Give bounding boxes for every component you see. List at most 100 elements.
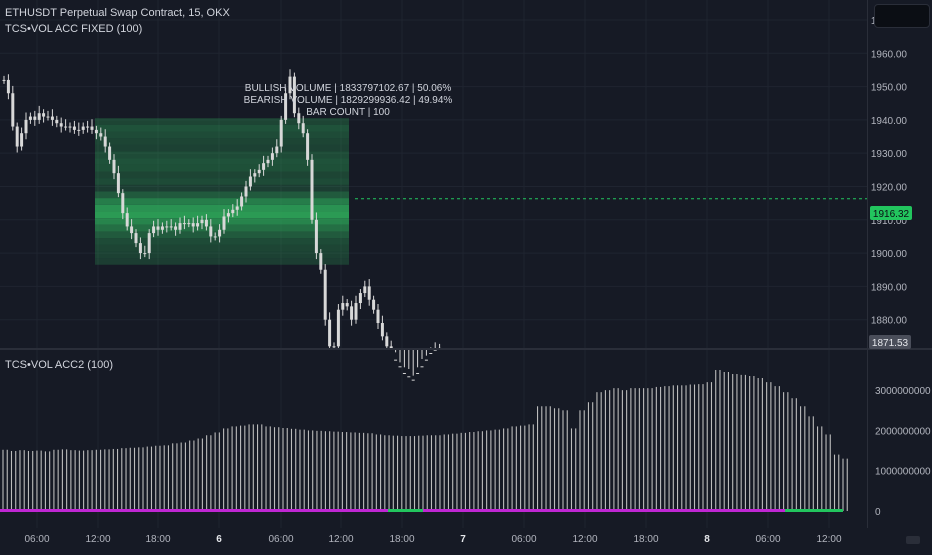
- candle-body: [231, 209, 235, 214]
- candle-body: [138, 243, 142, 254]
- candle-body: [332, 346, 336, 348]
- profile-level: [95, 171, 349, 179]
- candle-body: [270, 153, 274, 160]
- candle-body: [297, 113, 301, 124]
- price-tick-label: 1880.00: [871, 316, 908, 327]
- profile-level: [95, 151, 349, 159]
- candle-body: [116, 173, 120, 194]
- candle-body: [11, 93, 15, 127]
- bull-bear-line: [0, 509, 843, 512]
- candle-body: [226, 213, 230, 217]
- candle-body: [2, 79, 6, 81]
- candle-body: [59, 123, 63, 127]
- bull-segment: [785, 509, 843, 512]
- candle-body: [310, 159, 314, 220]
- price-tick-label: 1960.00: [871, 49, 908, 60]
- candle-body: [134, 233, 138, 244]
- candle-body: [257, 169, 261, 174]
- candles: [2, 69, 442, 381]
- time-axis: 06:00 12:00 18:00 6 06:00 12:00 18:00 7 06:00 12:…: [0, 528, 932, 550]
- price-tick-label: 1910.00: [871, 216, 908, 227]
- candle-body: [416, 372, 420, 374]
- profile-level: [95, 204, 349, 212]
- candle-body: [37, 113, 41, 120]
- candle-body: [328, 319, 332, 347]
- volume-profile-zone: [95, 118, 349, 265]
- indicator-1-legend[interactable]: TCS•VOL ACC FIXED (100): [5, 23, 143, 35]
- candle-body: [6, 79, 10, 94]
- time-tick-label: 18:00: [145, 534, 170, 545]
- time-tick-label: 6: [216, 534, 222, 545]
- candle-body: [218, 229, 222, 237]
- profile-level: [95, 224, 349, 232]
- profile-level: [95, 218, 349, 225]
- candle-body: [376, 309, 380, 324]
- price-tick-label: 1900.00: [871, 249, 908, 260]
- profile-level: [95, 244, 349, 252]
- candle-body: [121, 193, 125, 214]
- current-price-label: 1916.32: [870, 206, 912, 220]
- candle-body: [156, 226, 160, 230]
- profile-level: [95, 144, 349, 152]
- volume-annotation: BULLISH VOLUME | 1833797102.67 | 50.06% …: [244, 83, 453, 118]
- volume-tick-label: 3000000000: [875, 386, 931, 397]
- profile-level: [95, 238, 349, 245]
- time-tick-label: 12:00: [816, 534, 841, 545]
- candle-body: [284, 93, 288, 120]
- candle-body: [398, 366, 402, 368]
- candle-body: [394, 359, 398, 361]
- bullish-volume-text: BULLISH VOLUME | 1833797102.67 | 50.06%: [245, 83, 452, 94]
- time-axis-bg[interactable]: [0, 528, 932, 550]
- candle-body: [350, 306, 354, 320]
- time-tick-label: 12:00: [328, 534, 353, 545]
- profile-level: [95, 124, 349, 132]
- candle-body: [165, 226, 169, 228]
- bearish-volume-text: BEARISH VOLUME | 1829299936.42 | 49.94%: [244, 95, 453, 106]
- candle-body: [125, 213, 129, 227]
- profile-level: [95, 211, 349, 219]
- pane-divider[interactable]: [0, 348, 932, 350]
- time-tick-label: 12:00: [572, 534, 597, 545]
- bull-segment: [388, 509, 423, 512]
- candle-body: [99, 133, 103, 137]
- candle-body: [178, 223, 182, 230]
- time-tick-label: 06:00: [268, 534, 293, 545]
- settings-icon[interactable]: [906, 536, 920, 544]
- candle-body: [306, 133, 310, 160]
- candle-body: [279, 119, 283, 147]
- volume-tick-label: 1000000000: [875, 467, 931, 478]
- profile-level: [95, 158, 349, 165]
- price-tick-label: 1940.00: [871, 116, 908, 127]
- candle-body: [244, 186, 248, 197]
- volume-bars: [2, 370, 848, 511]
- candle-body: [213, 236, 217, 238]
- candle-body: [28, 116, 32, 120]
- candle-body: [169, 226, 173, 228]
- candle-body: [77, 129, 81, 131]
- candle-body: [196, 223, 200, 227]
- candle-body: [407, 376, 411, 378]
- top-right-box[interactable]: [874, 4, 930, 28]
- candle-body: [380, 323, 384, 337]
- indicator-2-legend[interactable]: TCS•VOL ACC2 (100): [5, 359, 113, 371]
- price-tick-label: 1950.00: [871, 83, 908, 94]
- candle-body: [90, 126, 94, 130]
- symbol-title[interactable]: ETHUSDT Perpetual Swap Contract, 15, OKX: [5, 7, 230, 19]
- candle-body: [301, 123, 305, 134]
- profile-level: [95, 138, 349, 145]
- candle-body: [363, 286, 367, 294]
- candle-body: [130, 226, 134, 234]
- last-close-text: 1871.53: [872, 338, 909, 349]
- candle-body: [253, 173, 257, 177]
- profile-level: [95, 198, 349, 205]
- profile-level: [95, 178, 349, 185]
- candle-body: [424, 359, 428, 361]
- candle-body: [20, 133, 24, 147]
- candle-body: [209, 226, 213, 237]
- candle-body: [323, 269, 327, 320]
- profile-level: [95, 251, 349, 259]
- profile-level: [95, 118, 349, 125]
- time-tick-label: 7: [460, 534, 466, 545]
- candle-body: [429, 352, 433, 354]
